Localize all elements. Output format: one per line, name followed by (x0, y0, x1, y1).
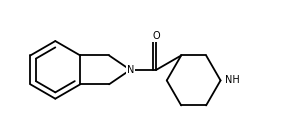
Text: N: N (127, 65, 134, 75)
Text: O: O (152, 31, 160, 41)
Text: NH: NH (225, 75, 240, 85)
